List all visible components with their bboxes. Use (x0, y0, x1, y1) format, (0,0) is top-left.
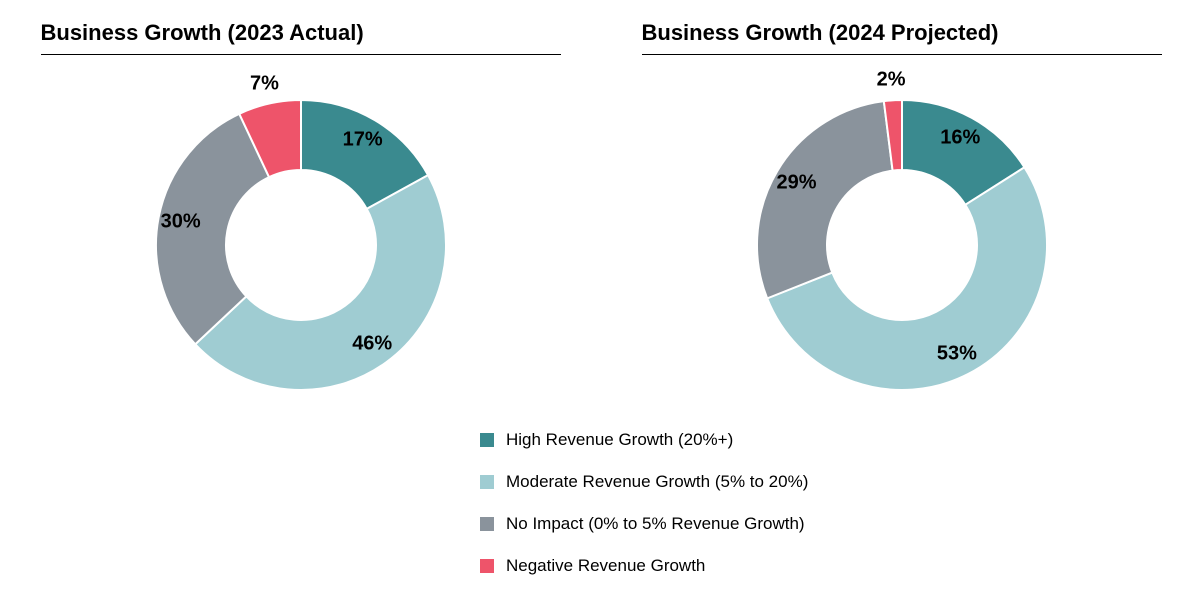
legend-item: Moderate Revenue Growth (5% to 20%) (480, 472, 808, 492)
legend: High Revenue Growth (20%+) Moderate Reven… (480, 430, 808, 598)
legend-swatch (480, 517, 494, 531)
slice-label: 2% (877, 69, 906, 92)
legend-label: Moderate Revenue Growth (5% to 20%) (506, 472, 808, 492)
slice-label: 29% (776, 171, 816, 194)
slice-label: 30% (161, 211, 201, 234)
legend-label: No Impact (0% to 5% Revenue Growth) (506, 514, 805, 534)
slice-label: 16% (940, 127, 980, 150)
slice-label: 7% (250, 72, 279, 95)
legend-swatch (480, 433, 494, 447)
donut-right: 16%53%29%2% (742, 85, 1062, 405)
chart-left: Business Growth (2023 Actual) 17% 46% 30% 7… (41, 20, 561, 405)
legend-item: High Revenue Growth (20%+) (480, 430, 808, 450)
chart-right: Business Growth (2024 Projected) 16% 53% 2… (642, 20, 1162, 405)
chart-left-title: Business Growth (2023 Actual) (41, 20, 561, 55)
legend-item: Negative Revenue Growth (480, 556, 808, 576)
slice-label: 17% (343, 128, 383, 151)
slice-label: 53% (937, 342, 977, 365)
chart-right-title: Business Growth (2024 Projected) (642, 20, 1162, 55)
legend-item: No Impact (0% to 5% Revenue Growth) (480, 514, 808, 534)
legend-swatch (480, 475, 494, 489)
donut-svg (141, 85, 461, 405)
donut-left: 17%46%30%7% (141, 85, 461, 405)
legend-label: Negative Revenue Growth (506, 556, 705, 576)
donut-slice (757, 101, 893, 298)
charts-container: Business Growth (2023 Actual) 17% 46% 30% 7… (0, 0, 1202, 405)
donut-svg (742, 85, 1062, 405)
legend-swatch (480, 559, 494, 573)
legend-label: High Revenue Growth (20%+) (506, 430, 733, 450)
slice-label: 46% (352, 332, 392, 355)
